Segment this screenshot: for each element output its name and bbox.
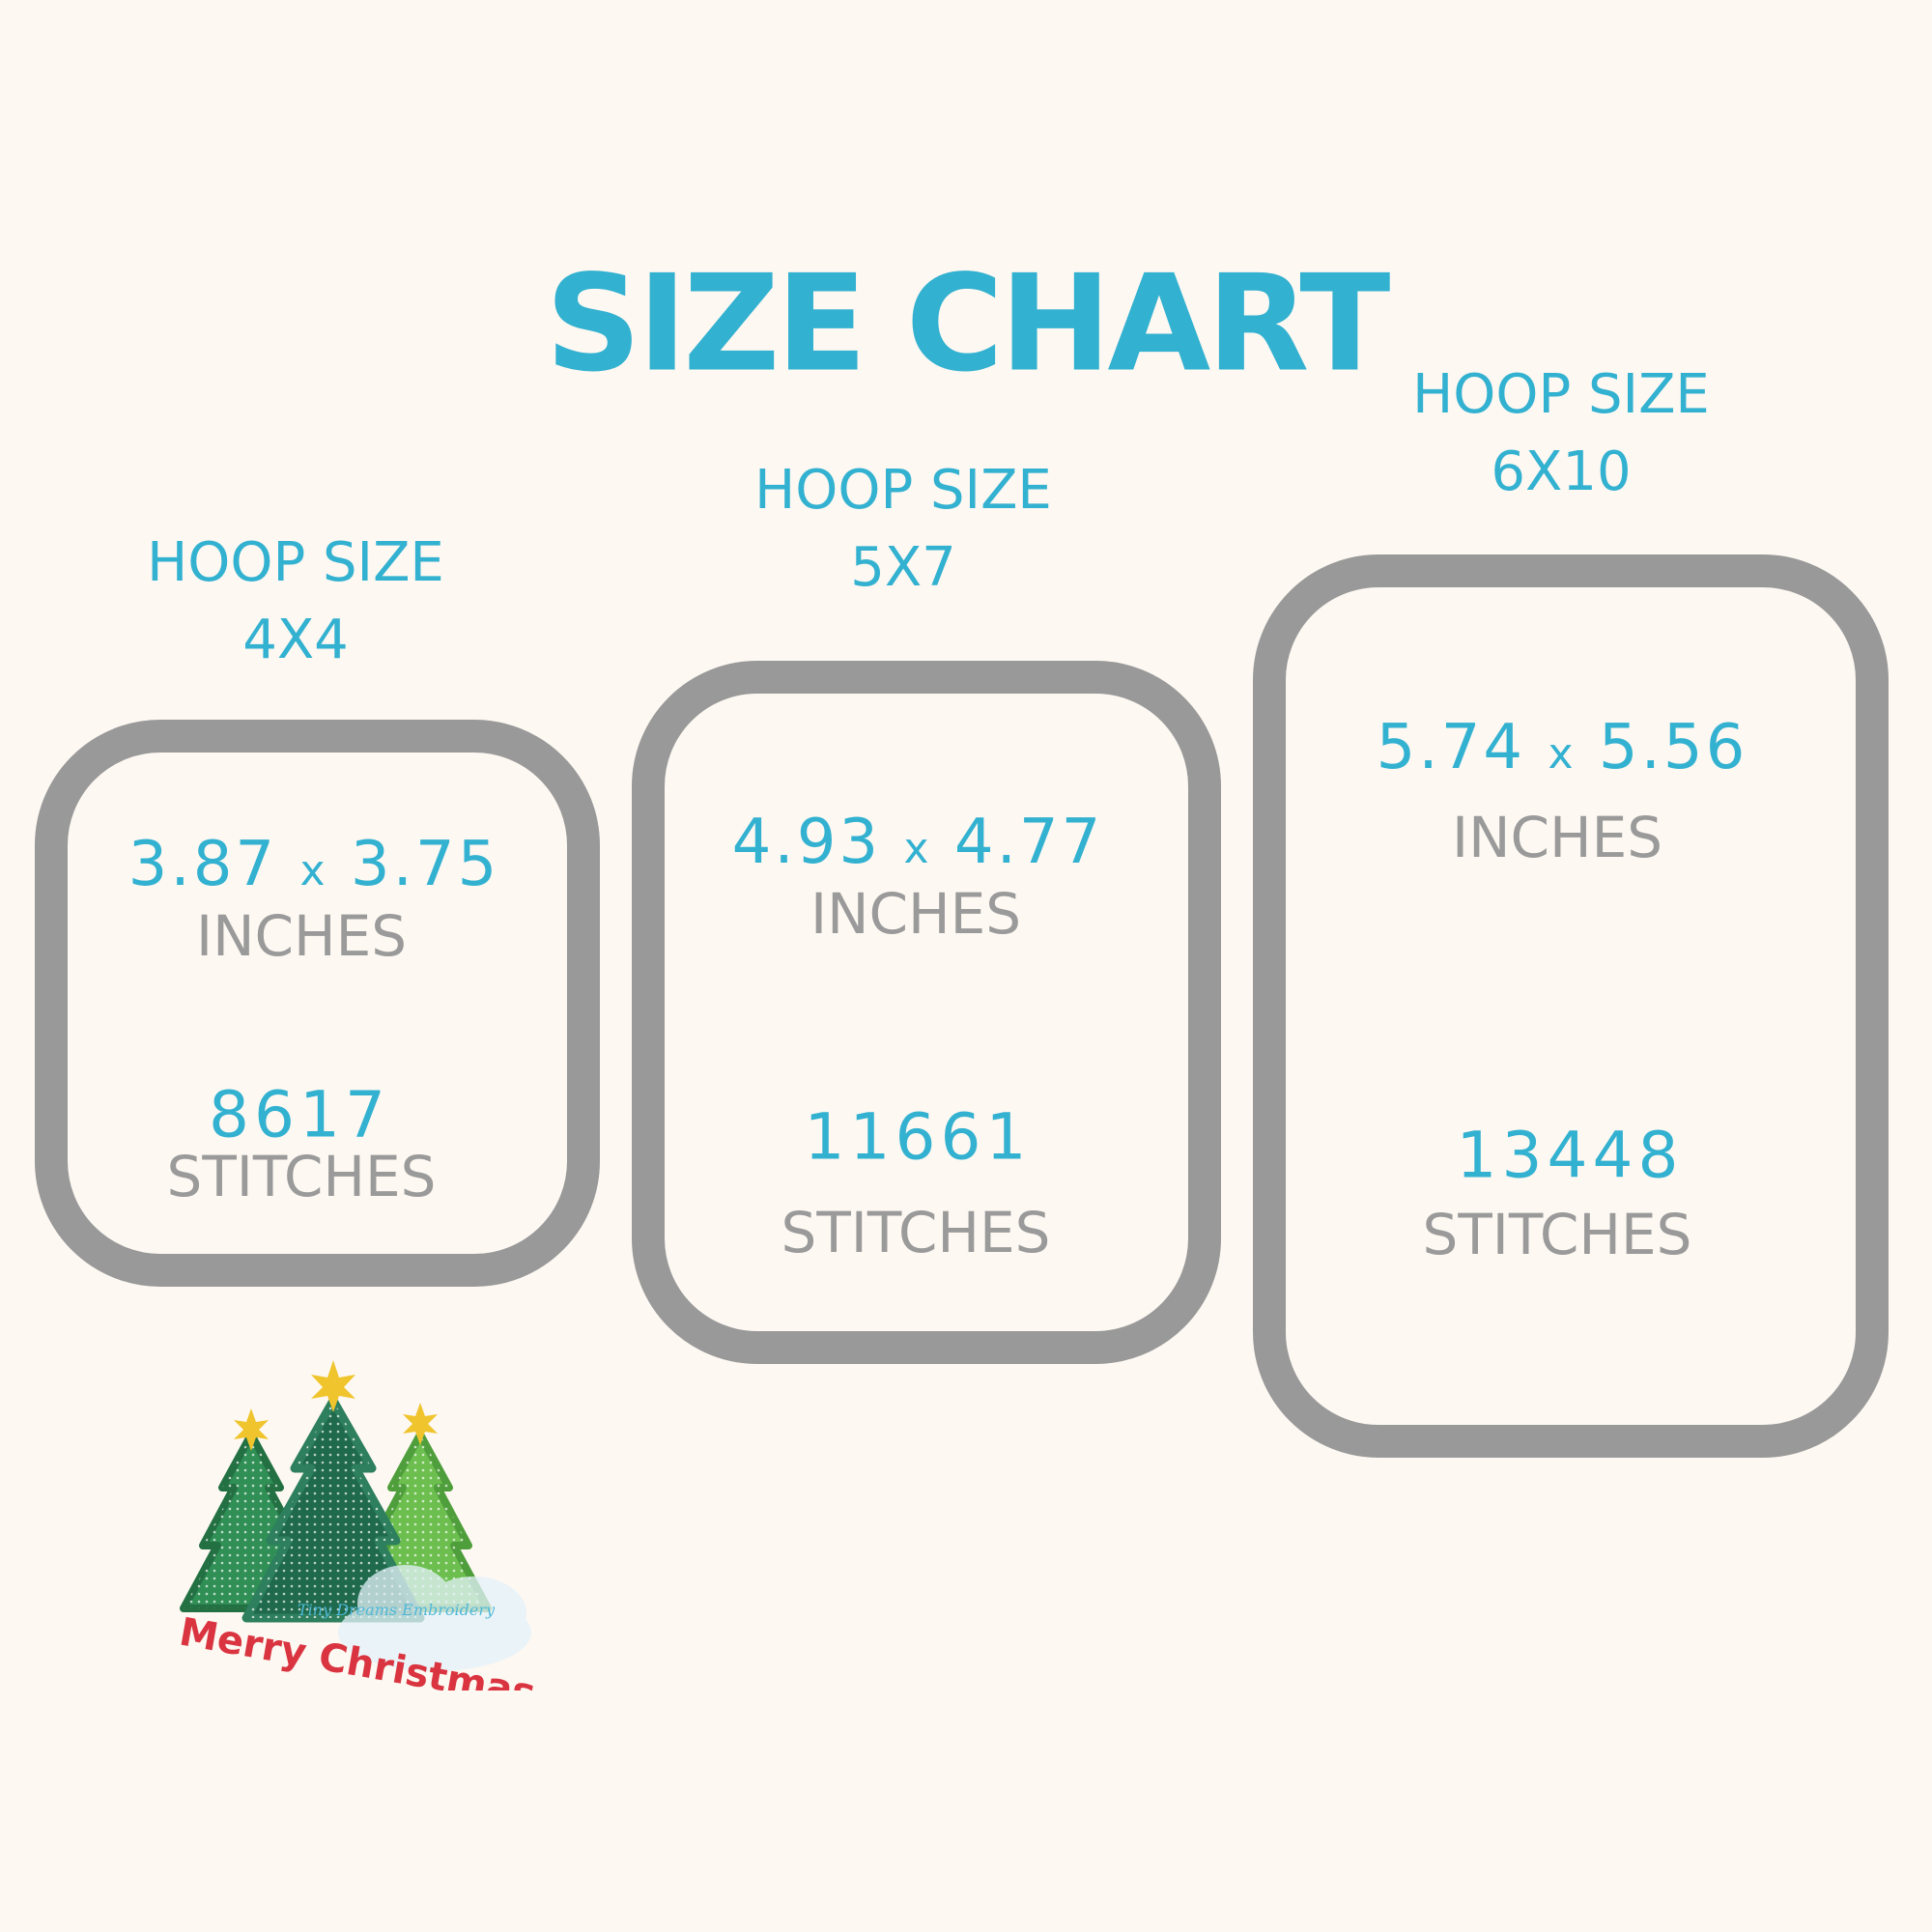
height-value: 3.75 [350,829,500,900]
dimensions-4x4: 3.87 x 3.75 [128,829,500,900]
hoop-size: 6X10 [1491,440,1632,503]
dimensions-6x10: 5.74 x 5.56 [1377,712,1748,783]
hoop-frame-4x4 [35,720,600,1287]
hoop-label: HOOP SIZE [147,531,444,594]
width-value: 5.74 [1376,712,1526,783]
unit-label: INCHES [810,881,1022,947]
hoop-size: 4X4 [242,609,349,671]
width-value: 3.87 [128,829,278,900]
times-sign: x [1548,729,1577,779]
unit-label: INCHES [1451,805,1663,870]
height-value: 5.56 [1598,712,1748,783]
unit-label: INCHES [195,903,408,969]
stitch-count: 13448 [1456,1118,1684,1193]
stitches-label: STITCHES [781,1200,1051,1265]
stitches-label: STITCHES [1422,1202,1692,1267]
hoop-label-4x4: HOOP SIZE 4X4 [147,525,444,679]
width-value: 4.93 [731,807,882,878]
hoop-label-5x7: HOOP SIZE 5X7 [754,452,1052,607]
watermark-text: Tiny Dreams Embroidery [298,1601,496,1619]
page-title: SIZE CHART [545,245,1391,402]
times-sign: x [299,846,328,895]
cloud-watermark [338,1565,531,1671]
hoop-size: 5X7 [850,536,956,599]
times-sign: x [903,824,932,873]
hoop-label: HOOP SIZE [754,459,1052,522]
hoop-label: HOOP SIZE [1412,363,1710,426]
tree-center-icon [242,1360,425,1623]
stitch-count: 11661 [804,1099,1032,1175]
hoop-frame-5x7 [632,661,1221,1364]
stitch-count: 8617 [209,1077,390,1152]
stitches-label: STITCHES [166,1144,437,1209]
hoop-frame-6x10 [1253,554,1889,1458]
height-value: 4.77 [953,807,1104,878]
dimensions-5x7: 4.93 x 4.77 [732,807,1104,878]
christmas-trees-logo: Merry Christmas Tiny Dreams Embroidery [176,1360,539,1690]
hoop-label-6x10: HOOP SIZE 6X10 [1412,356,1710,511]
